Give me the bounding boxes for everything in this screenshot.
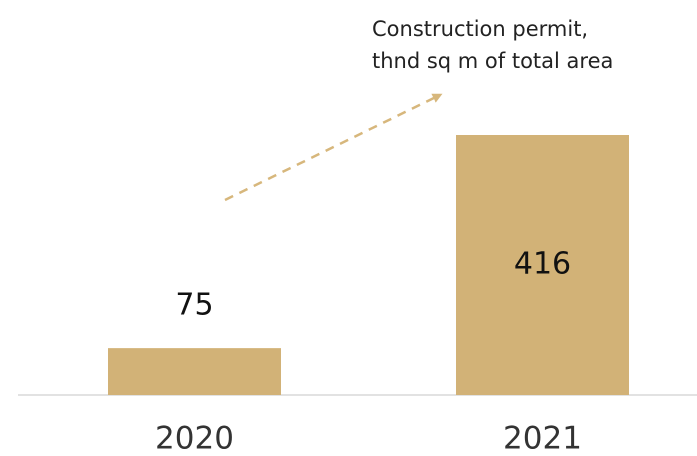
chart-title: Construction permit, (372, 17, 588, 41)
trend-arrow (224, 93, 443, 202)
bar (108, 348, 281, 395)
x-tick-label: 2021 (503, 421, 582, 456)
data-label: 75 (175, 288, 213, 323)
bar (456, 135, 629, 395)
x-tick-label: 2020 (155, 421, 234, 456)
data-label: 416 (514, 247, 571, 282)
chart-title: thnd sq m of total area (372, 49, 613, 73)
